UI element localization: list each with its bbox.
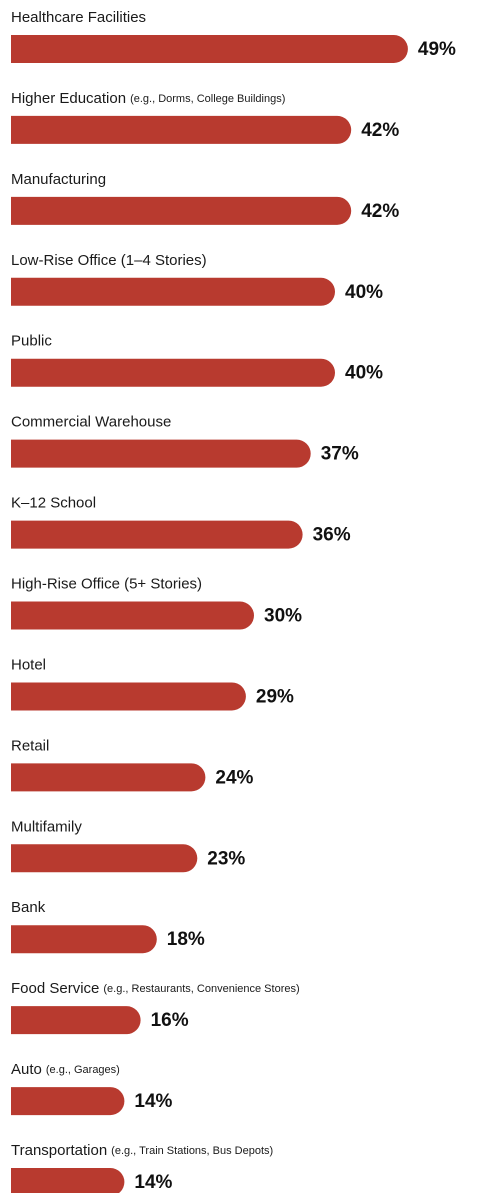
value-label: 49% [418, 39, 456, 60]
value-label: 16% [151, 1010, 189, 1031]
bar [11, 277, 335, 306]
bar [11, 35, 408, 63]
category-label: Public [11, 333, 52, 350]
category-label: Manufacturing [11, 171, 106, 188]
bar [11, 115, 352, 144]
category-note: (e.g., Restaurants, Convenience Stores) [103, 983, 299, 995]
category-name: Commercial Warehouse [11, 414, 171, 431]
category-label: Healthcare Facilities [11, 9, 146, 26]
value-label: 36% [313, 525, 351, 546]
category-label: Multifamily [11, 818, 82, 835]
category-name: Auto [11, 1061, 42, 1078]
category-name: Retail [11, 737, 49, 754]
bar [11, 1087, 125, 1116]
category-name: Bank [11, 899, 46, 916]
bar [11, 358, 335, 387]
bar [11, 763, 206, 792]
value-label: 14% [134, 1172, 172, 1193]
category-note: (e.g., Garages) [46, 1064, 120, 1076]
value-label: 30% [264, 606, 302, 627]
bar [11, 844, 198, 873]
bar [11, 601, 255, 630]
category-label: Retail [11, 737, 49, 754]
category-label: Hotel [11, 656, 46, 673]
category-note: (e.g., Train Stations, Bus Depots) [111, 1145, 273, 1157]
category-name: Public [11, 333, 52, 350]
category-name: Manufacturing [11, 171, 106, 188]
bar [11, 439, 311, 468]
value-label: 23% [207, 848, 245, 869]
category-name: Healthcare Facilities [11, 9, 146, 26]
category-name: Low-Rise Office (1–4 Stories) [11, 252, 207, 269]
category-label: High-Rise Office (5+ Stories) [11, 575, 202, 592]
value-label: 42% [361, 201, 399, 222]
value-label: 37% [321, 444, 359, 465]
category-label: K–12 School [11, 495, 96, 512]
category-name: Transportation [11, 1142, 107, 1159]
category-note: (e.g., Dorms, College Buildings) [130, 93, 285, 105]
value-label: 40% [345, 363, 383, 384]
bar [11, 925, 157, 954]
category-label: Bank [11, 899, 46, 916]
bar [11, 520, 303, 549]
bar [11, 1168, 125, 1193]
category-name: K–12 School [11, 495, 96, 512]
category-name: Food Service [11, 980, 99, 997]
bar [11, 1006, 141, 1035]
category-label: Transportation (e.g., Train Stations, Bus… [11, 1142, 273, 1159]
category-label: Low-Rise Office (1–4 Stories) [11, 252, 207, 269]
category-label: Commercial Warehouse [11, 414, 171, 431]
bar [11, 196, 352, 225]
value-label: 24% [215, 767, 253, 788]
category-label: Auto (e.g., Garages) [11, 1061, 120, 1078]
value-label: 42% [361, 120, 399, 141]
category-label: Higher Education (e.g., Dorms, College Bu… [11, 90, 285, 107]
bar [11, 682, 246, 711]
category-name: Higher Education [11, 90, 126, 107]
value-label: 14% [134, 1091, 172, 1112]
value-label: 29% [256, 686, 294, 707]
category-label: Food Service (e.g., Restaurants, Convenie… [11, 980, 300, 997]
category-name: High-Rise Office (5+ Stories) [11, 575, 202, 592]
value-label: 40% [345, 282, 383, 303]
category-name: Multifamily [11, 818, 82, 835]
category-name: Hotel [11, 656, 46, 673]
value-label: 18% [167, 929, 205, 950]
